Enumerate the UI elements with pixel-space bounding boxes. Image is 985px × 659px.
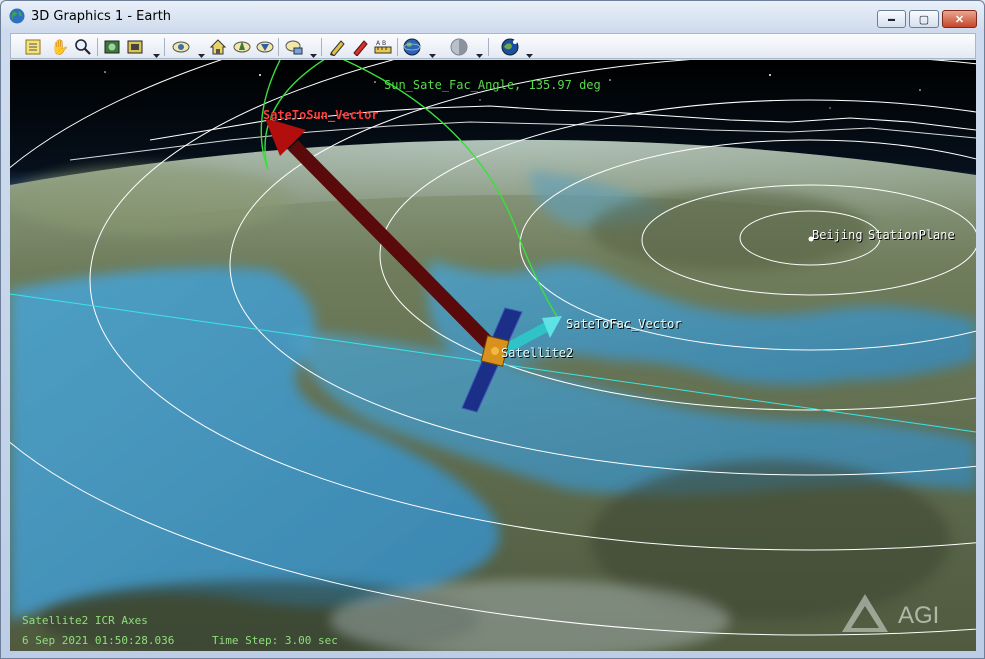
water-bodies [10,170,976,620]
close-icon: ✕ [954,13,965,26]
ruler-icon: A B [374,40,392,54]
globe-dropdown[interactable] [428,38,436,58]
toolbar-separator [488,38,489,56]
zoom-icon [75,39,91,55]
snapshot-button[interactable] [102,37,122,57]
properties-button[interactable] [23,37,43,57]
graphics-toolbar: ✋ [10,33,976,59]
window-title: 3D Graphics 1 - Earth [31,9,172,24]
global-view-icon [501,38,519,56]
pan-hand-icon: ✋ [50,39,70,56]
toolbar-separator [397,38,398,56]
maximize-button[interactable]: ▢ [909,10,939,28]
record-video-button[interactable] [125,37,145,57]
chevron-down-icon [428,54,436,58]
minimize-button[interactable]: ▬ [877,10,906,28]
agi-logo-icon [842,594,888,632]
terrain-dropdown[interactable] [475,38,483,58]
global-view-button[interactable] [500,37,520,57]
horizon-ring [149,105,976,141]
close-button[interactable]: ✕ [942,10,977,28]
properties-icon [25,39,41,55]
clouds [330,580,730,651]
sun-vector-arrow [265,118,503,358]
zoom-button[interactable] [73,37,93,57]
annotate-pen-icon [330,40,345,56]
axes-status: Satellite2 ICR Axes [22,614,148,627]
orient-top-icon [256,41,274,53]
fac-vector-label[interactable]: SateToFac_Vector [566,317,682,331]
view-dropdown[interactable] [197,38,205,58]
chevron-down-icon [197,54,205,58]
atmosphere-haze [10,139,976,240]
orient-north-button[interactable] [232,37,252,57]
title-bar[interactable]: 3D Graphics 1 - Earth ▬ ▢ ✕ [1,1,984,31]
pan-button[interactable]: ✋ [50,37,70,57]
toolbar-separator [97,38,98,56]
facility-label[interactable]: Beijing [812,228,863,242]
toolbar-separator [164,38,165,56]
facility-point [808,236,814,242]
agi-watermark: AGI [840,592,960,640]
global-view-dropdown[interactable] [525,38,533,58]
terrain-icon [450,38,468,56]
chevron-down-icon [309,54,317,58]
minimize-icon: ▬ [888,15,895,23]
chevron-down-icon [475,54,483,58]
measure-icon [285,40,303,55]
chevron-down-icon [152,54,160,58]
home-view-button[interactable] [208,37,228,57]
orient-north-icon [233,41,251,53]
snapshot-icon [104,40,120,54]
sun-fac-angle-arc [260,60,559,319]
agi-watermark-text: AGI [898,602,940,629]
range-rings [10,60,976,636]
satellite-model [461,307,523,413]
measure-dropdown[interactable] [309,38,317,58]
horizon-ring [69,121,976,161]
ruler-button[interactable]: A B [373,37,393,57]
view-from-to-button[interactable] [171,37,191,57]
scene-canvas [10,60,976,651]
toolbar-separator [321,38,322,56]
annotate-marker-icon [353,40,368,56]
stars [104,71,921,109]
angle-label: Sun_Sate_Fac_Angle, 135.97 deg [384,78,601,92]
svg-text:A B: A B [376,40,386,47]
terrain-button[interactable] [449,37,469,57]
earth-globe-icon [9,8,25,24]
annotate-marker-button[interactable] [350,37,370,57]
satellite-label[interactable]: Satellite2 [501,346,574,360]
view-from-to-icon [172,41,190,53]
sun-vector-label[interactable]: SateToSun_Vector [263,108,379,122]
3d-viewport[interactable]: Sun_Sate_Fac_Angle, 135.97 deg SateToSun… [10,60,976,651]
home-view-icon [209,39,227,55]
globe-manager-button[interactable] [402,37,422,57]
chevron-down-icon [525,54,533,58]
time-step-status: Time Step: 3.00 sec [212,634,338,647]
record-video-icon [127,40,143,54]
datetime-status: 6 Sep 2021 01:50:28.036 [22,634,175,647]
globe-manager-icon [403,38,421,56]
station-plane-label[interactable]: StationPlane [868,228,955,242]
toolbar-separator [278,38,279,56]
maximize-icon: ▢ [918,13,930,26]
orient-top-button[interactable] [255,37,275,57]
annotate-pen-button[interactable] [327,37,347,57]
record-dropdown[interactable] [152,38,160,58]
measure-button[interactable] [284,37,304,57]
